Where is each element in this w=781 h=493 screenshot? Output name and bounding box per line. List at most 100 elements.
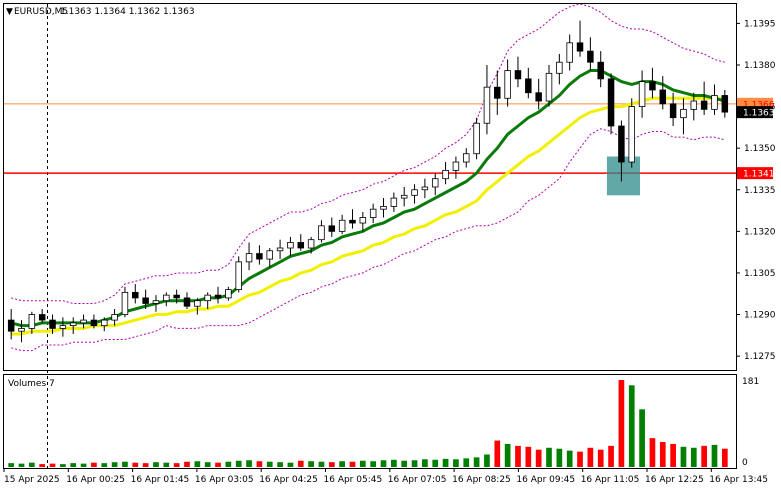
upper-band-line — [11, 3, 725, 304]
candle-body — [607, 78, 615, 127]
candle — [183, 292, 191, 309]
volume-bar — [608, 445, 614, 467]
time-tick-label: 16 Apr 03:05 — [195, 475, 254, 485]
candle — [338, 214, 346, 235]
symbol-label: EURUSD,M5 — [14, 7, 68, 17]
volume-bar — [442, 458, 449, 467]
volume-bar — [256, 461, 263, 467]
volume-bar — [318, 461, 325, 467]
candles — [7, 20, 729, 343]
price-axis: 1.13951.13801.13651.13501.13351.13201.13… — [736, 19, 776, 362]
volume-bar — [494, 440, 501, 467]
volume-bar — [484, 454, 490, 467]
candle-body — [256, 253, 263, 260]
candle — [700, 81, 708, 115]
candle — [504, 59, 511, 107]
candle — [7, 309, 15, 340]
candle-body — [514, 70, 522, 80]
candle — [452, 156, 460, 179]
candle-body — [587, 50, 594, 63]
candle — [49, 314, 56, 334]
volume-bar — [391, 459, 397, 467]
candle-body — [649, 81, 656, 91]
candle-body — [711, 95, 718, 110]
candle — [194, 297, 201, 315]
candle — [359, 211, 367, 232]
time-tick-label: 16 Apr 04:25 — [259, 475, 318, 485]
volume-bar — [587, 447, 594, 467]
volume-bar — [639, 409, 645, 467]
volume-bar — [194, 461, 201, 467]
volume-bar — [711, 444, 718, 467]
candle — [535, 78, 542, 110]
candle-body — [390, 197, 398, 207]
candle-body — [163, 294, 170, 302]
price-tick-label: 1.1380 — [744, 61, 776, 71]
price-tag-label-level-orange: 1.1366 — [743, 100, 775, 110]
time-tick-label: 16 Apr 13:45 — [709, 475, 768, 485]
candle-body — [431, 178, 439, 188]
candle-body — [338, 219, 346, 232]
volume-bar — [525, 446, 532, 467]
volume-bar — [628, 385, 635, 467]
candle-body — [669, 103, 677, 119]
volume-bar — [535, 449, 542, 467]
candle — [514, 56, 522, 88]
candle-body — [400, 194, 408, 199]
volume-bar — [618, 380, 625, 467]
candle — [545, 65, 553, 107]
candle-body — [618, 125, 625, 163]
lower-band-line — [11, 128, 725, 352]
volume-panel-label: Volumes 7 — [8, 379, 55, 389]
volume-bar — [473, 457, 480, 467]
candle — [669, 92, 677, 126]
volume-bar — [701, 445, 707, 467]
candle-body — [680, 108, 687, 119]
candle — [690, 92, 698, 121]
volume-bar — [504, 443, 511, 467]
candle-body — [132, 291, 139, 299]
candle — [163, 292, 170, 307]
candle — [256, 245, 263, 265]
time-tick-label: 16 Apr 08:25 — [452, 475, 511, 485]
candle-body — [535, 92, 542, 102]
candle-body — [576, 42, 584, 52]
candle-body — [111, 314, 118, 321]
candle — [411, 184, 418, 204]
candle — [473, 117, 480, 160]
volume-bar — [70, 463, 77, 467]
price-tick-label: 1.1290 — [744, 311, 776, 321]
volume-bar — [184, 461, 190, 467]
volume-bar — [515, 445, 521, 467]
volume-bar — [566, 450, 573, 467]
candle — [245, 242, 253, 271]
candle-body — [421, 186, 429, 191]
time-tick-label: 16 Apr 12:25 — [645, 475, 704, 485]
candle — [494, 70, 501, 115]
volume-bar — [670, 443, 676, 467]
time-tick-label: 16 Apr 09:45 — [516, 475, 575, 485]
candle-body — [121, 291, 129, 315]
candle-body — [411, 189, 418, 196]
candle-body — [690, 100, 698, 110]
volume-max-label: 181 — [742, 377, 759, 387]
candle — [607, 73, 615, 135]
candle — [328, 217, 336, 237]
candle — [121, 286, 129, 318]
candle — [400, 187, 408, 207]
candle — [266, 248, 273, 268]
price-tag-box-current — [737, 106, 773, 119]
candle — [369, 203, 377, 224]
volume-bar — [132, 462, 139, 467]
highlight-box — [606, 156, 641, 196]
candle — [649, 67, 656, 99]
volume-bar — [39, 464, 46, 467]
candle — [597, 51, 604, 88]
volume-bar — [29, 462, 35, 467]
candle — [38, 309, 46, 323]
candle — [235, 256, 242, 293]
candle-body — [142, 297, 149, 304]
candle-body — [545, 72, 553, 102]
time-tick-label: 16 Apr 11:05 — [581, 475, 640, 485]
